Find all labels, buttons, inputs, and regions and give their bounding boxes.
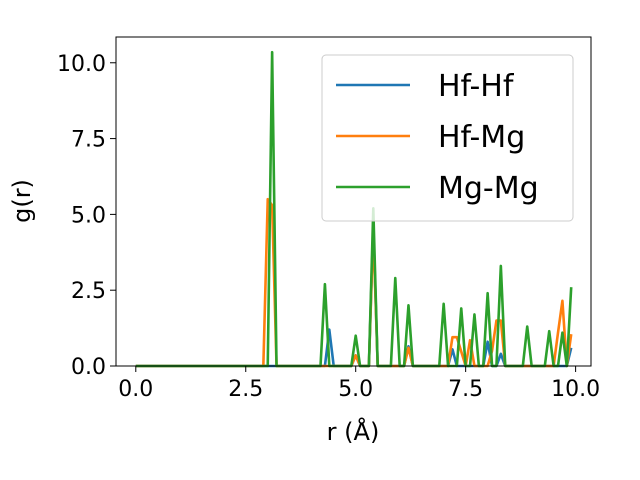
plot-frame [115, 36, 592, 367]
series-line-1 [135, 197, 573, 368]
y-tick-label-2: 5.0 [71, 203, 106, 228]
y-tick-label-4: 10.0 [57, 52, 106, 77]
y-axis: 0.0 2.5 5.0 7.5 10.0 [57, 52, 116, 380]
legend: Hf-Hf Hf-Mg Mg-Mg [321, 54, 574, 222]
legend-box [321, 54, 574, 222]
x-tick-label-0: 0.0 [118, 377, 153, 402]
y-tick-label-3: 7.5 [71, 128, 106, 153]
x-tick-label-4: 10.0 [551, 377, 600, 402]
x-axis-label: r (Å) [327, 417, 380, 446]
y-tick-label-1: 2.5 [71, 279, 106, 304]
legend-label-0: Hf-Hf [438, 69, 515, 104]
x-tick-label-1: 2.5 [228, 377, 263, 402]
legend-label-1: Hf-Mg [438, 120, 525, 155]
y-tick-label-0: 0.0 [71, 355, 106, 380]
legend-label-2: Mg-Mg [438, 171, 539, 206]
x-axis: 0.0 2.5 5.0 7.5 10.0 [118, 366, 600, 402]
x-tick-label-3: 7.5 [448, 377, 483, 402]
x-tick-label-2: 5.0 [338, 377, 373, 402]
y-axis-label: g(r) [8, 179, 36, 223]
